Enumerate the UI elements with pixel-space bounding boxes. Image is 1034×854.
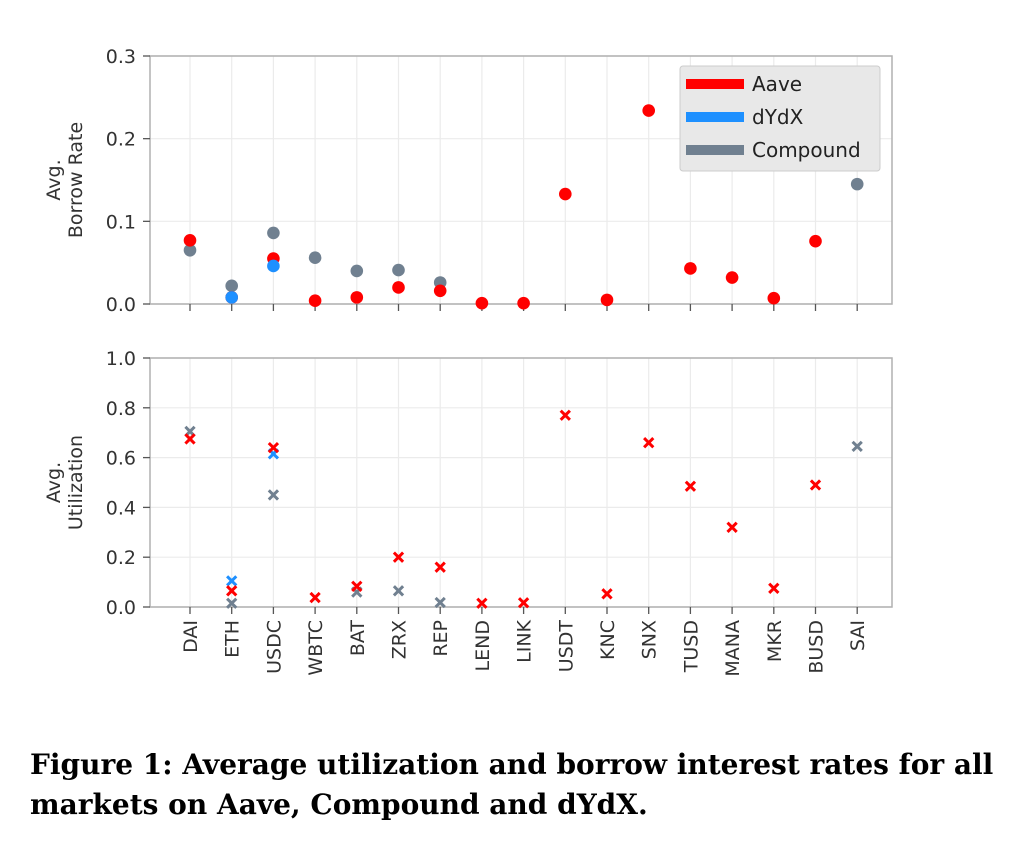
data-point-aave (809, 234, 822, 248)
data-point-aave (559, 187, 572, 201)
y-tick-label: 0.2 (106, 547, 136, 569)
figure-caption: Figure 1: Average utilization and borrow… (30, 748, 994, 821)
y-tick-label: 0.3 (106, 46, 136, 68)
data-point-compound (183, 243, 197, 257)
data-point-aave (517, 597, 530, 609)
legend-swatch-aave (686, 79, 744, 89)
data-point-aave (726, 521, 738, 533)
x-tick-label: USDC (263, 620, 285, 674)
y-tick-label: 0.0 (106, 597, 136, 619)
data-point-aave (559, 409, 571, 421)
data-point-aave (476, 597, 488, 609)
x-tick-label: LINK (514, 619, 536, 662)
x-tick-label: KNC (597, 620, 619, 660)
y-tick-label: 0.4 (106, 497, 136, 519)
data-point-aave (601, 588, 613, 600)
x-axis-tick-labels: DAI ETH USDC WBTC BAT ZRX REP LEND LINK USDT KNC SN… (180, 619, 869, 676)
data-point-compound (392, 263, 405, 277)
data-point-compound (225, 279, 238, 293)
data-point-compound (226, 597, 238, 609)
data-point-dydx (225, 291, 238, 304)
x-tick-label: MANA (722, 620, 744, 677)
data-point-aave (434, 561, 446, 573)
y-axis-label-line: Avg. (43, 462, 65, 503)
data-point-aave (809, 479, 822, 491)
data-point-compound (392, 585, 405, 597)
x-tick-label: TUSD (680, 620, 702, 673)
data-point-aave (475, 296, 489, 310)
data-point-aave (184, 433, 196, 445)
data-point-compound (850, 177, 864, 191)
x-tick-label: MKR (764, 620, 786, 662)
data-point-aave (643, 436, 655, 449)
data-point-aave (642, 104, 655, 117)
x-tick-label: WBTC (305, 620, 327, 676)
data-point-aave (309, 591, 321, 604)
data-point-compound (350, 264, 364, 278)
y-tick-label: 0.0 (106, 294, 136, 316)
data-point-aave (350, 291, 364, 304)
x-tick-label: DAI (180, 620, 202, 653)
data-point-aave (392, 281, 405, 294)
data-point-aave (600, 293, 614, 307)
legend-box (679, 65, 881, 172)
data-point-compound (851, 440, 863, 453)
y-axis-label: Avg.Borrow Rate (43, 122, 87, 238)
x-tick-label: SNX (639, 620, 661, 659)
x-tick-label: ETH (222, 620, 244, 658)
y-tick-label: 0.8 (106, 398, 136, 420)
x-tick-label: BUSD (806, 620, 828, 674)
x-tick-label: BAT (347, 620, 369, 657)
data-point-aave (226, 585, 238, 597)
legend-label: Compound (752, 138, 861, 162)
legend-label: Aave (752, 72, 802, 96)
data-point-aave (725, 271, 739, 284)
y-tick-label: 1.0 (106, 348, 136, 370)
x-tick-label: SAI (847, 620, 869, 651)
legend: Aave dYdX Compound (679, 65, 881, 172)
data-point-aave (351, 580, 363, 592)
legend-label: dYdX (752, 105, 804, 129)
data-point-aave (517, 296, 530, 310)
legend-swatch-compound (686, 145, 744, 155)
data-point-compound (267, 489, 280, 501)
data-point-compound (267, 226, 280, 240)
plot-area (150, 358, 892, 607)
data-point-aave (768, 582, 780, 594)
data-point-dydx (267, 259, 280, 273)
x-tick-label: LEND (472, 620, 494, 671)
y-tick-label: 0.1 (106, 211, 136, 233)
data-point-dydx (226, 575, 238, 587)
x-tick-label: USDT (555, 620, 577, 673)
y-axis-label-line: Avg. (43, 159, 65, 200)
x-tick-label: REP (430, 620, 452, 657)
y-tick-label: 0.6 (106, 448, 136, 470)
legend-swatch-dydx (686, 112, 744, 122)
data-point-aave (183, 234, 197, 247)
data-point-aave (392, 551, 405, 563)
y-axis-label-line: Borrow Rate (65, 122, 87, 238)
data-point-compound (434, 596, 446, 609)
x-tick-label: ZRX (389, 620, 411, 659)
y-axis-label: Avg.Utilization (43, 435, 87, 530)
data-point-aave (767, 291, 781, 305)
y-axis-label-line: Utilization (65, 435, 87, 530)
data-point-aave (267, 441, 280, 454)
data-point-aave (684, 262, 697, 275)
data-point-aave (308, 294, 322, 307)
utilization-panel: 0.0 0.2 0.4 0.6 0.8 1.0 Avg.Utilization (43, 348, 893, 619)
data-point-aave (433, 284, 447, 298)
data-point-aave (684, 480, 697, 492)
y-tick-label: 0.2 (106, 129, 136, 151)
data-point-compound (308, 251, 322, 265)
